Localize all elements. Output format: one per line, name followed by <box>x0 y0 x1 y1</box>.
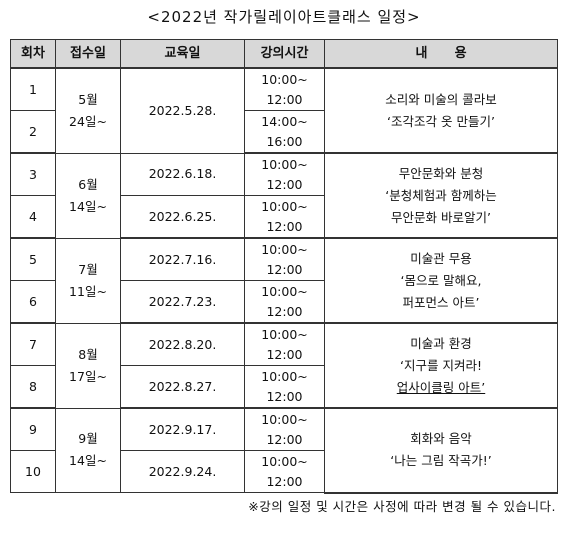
header-row: 회차 접수일 교육일 강의시간 내 용 <box>10 39 558 69</box>
registration-date: 8월 17일~ <box>55 322 121 409</box>
session-number: 3 <box>10 152 56 196</box>
class-content: 미술관 무용 ‘몸으로 말해요, 퍼포먼스 아트’ <box>324 237 558 324</box>
table-row: 5 7월 11일~ 2022.7.16. 10:00~ 12:00 미술관 무용… <box>10 237 558 324</box>
class-date: 2022.7.16. <box>120 237 245 281</box>
class-date: 2022.9.24. <box>120 450 245 493</box>
header-time: 강의시간 <box>244 39 325 69</box>
session-number: 9 <box>10 407 56 451</box>
class-date: 2022.6.18. <box>120 152 245 196</box>
registration-date: 6월 14일~ <box>55 152 121 239</box>
class-content: 소리와 미술의 콜라보 ‘조각조각 옷 만들기’ <box>324 67 558 154</box>
class-time: 10:00~ 12:00 <box>244 195 325 239</box>
class-time: 10:00~ 12:00 <box>244 280 325 324</box>
table-row: 10 2022.9.24. 10:00~ 12:00 <box>10 450 558 493</box>
session-number: 4 <box>10 195 56 239</box>
class-time: 10:00~ 12:00 <box>244 67 325 111</box>
table-row: 2 14:00~ 16:00 <box>10 110 558 154</box>
session-number: 5 <box>10 237 56 281</box>
schedule-table: 회차 접수일 교육일 강의시간 내 용 1 5월 24일~ 2022.5.28.… <box>10 39 558 494</box>
session-number: 2 <box>10 110 56 154</box>
session-number: 1 <box>10 67 56 111</box>
class-date: 2022.7.23. <box>120 280 245 324</box>
class-time: 10:00~ 12:00 <box>244 237 325 281</box>
header-registration: 접수일 <box>55 39 121 69</box>
class-content: 무안문화와 분청 ‘분청체험과 함께하는 무안문화 바로알기’ <box>324 152 558 239</box>
table-row: 6 2022.7.23. 10:00~ 12:00 <box>10 280 558 324</box>
registration-date: 7월 11일~ <box>55 237 121 324</box>
table-row: 3 6월 14일~ 2022.6.18. 10:00~ 12:00 무안문화와 … <box>10 152 558 239</box>
table-row: 8 2022.8.27. 10:00~ 12:00 <box>10 365 558 409</box>
header-date: 교육일 <box>120 39 245 69</box>
class-content: 회화와 음악 ‘나는 그림 작곡가!’ <box>324 407 558 494</box>
registration-date: 5월 24일~ <box>55 67 121 154</box>
class-time: 10:00~ 12:00 <box>244 407 325 451</box>
class-date: 2022.6.25. <box>120 195 245 239</box>
session-number: 7 <box>10 322 56 366</box>
session-number: 10 <box>10 450 56 493</box>
table-row: 1 5월 24일~ 2022.5.28. 10:00~ 12:00 소리와 미술… <box>10 67 558 154</box>
class-time: 10:00~ 12:00 <box>244 322 325 366</box>
class-time: 14:00~ 16:00 <box>244 110 325 154</box>
class-time: 10:00~ 12:00 <box>244 450 325 493</box>
class-date: 2022.8.27. <box>120 365 245 409</box>
class-date: 2022.9.17. <box>120 407 245 451</box>
session-number: 6 <box>10 280 56 324</box>
table-row: 9 9월 14일~ 2022.9.17. 10:00~ 12:00 회화와 음악… <box>10 407 558 494</box>
table-row: 4 2022.6.25. 10:00~ 12:00 <box>10 195 558 239</box>
class-date: 2022.5.28. <box>120 67 245 154</box>
schedule-note: ※강의 일정 및 시간은 사정에 따라 변경 될 수 있습니다. <box>248 499 556 514</box>
registration-date: 9월 14일~ <box>55 407 121 493</box>
header-session: 회차 <box>10 39 56 69</box>
class-time: 10:00~ 12:00 <box>244 365 325 409</box>
session-number: 8 <box>10 365 56 409</box>
class-date: 2022.8.20. <box>120 322 245 366</box>
class-time: 10:00~ 12:00 <box>244 152 325 196</box>
class-content: 미술과 환경 ‘지구를 지켜라! 업사이클링 아트’ <box>324 322 558 409</box>
header-content: 내 용 <box>324 39 558 69</box>
page-title: <2022년 작가릴레이아트클래스 일정> <box>147 8 421 26</box>
table-row: 7 8월 17일~ 2022.8.20. 10:00~ 12:00 미술과 환경… <box>10 322 558 409</box>
